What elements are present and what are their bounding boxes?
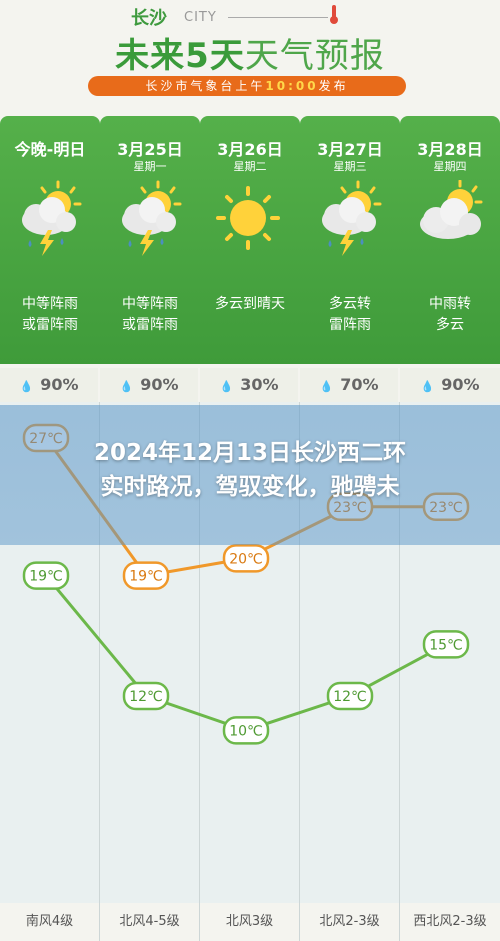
temperature-point-low: 12℃: [326, 681, 374, 711]
humidity-value: 90%: [441, 375, 480, 394]
wind-cell: 北风3级: [200, 903, 299, 941]
city-label: CITY: [184, 10, 217, 25]
sun-cloud-icon: [414, 179, 486, 264]
temperature-label: 10℃: [229, 723, 263, 739]
humidity-cell: 💧 90%: [400, 368, 500, 402]
temperature-point-low: 19℃: [22, 561, 70, 590]
column-divider: [299, 402, 300, 941]
temperature-point-low: 10℃: [222, 716, 270, 745]
wind-cell: 北风4-5级: [100, 903, 199, 941]
humidity-cell: 💧 30%: [200, 368, 298, 402]
thermometer-icon: [330, 5, 338, 24]
header: 长沙 CITY 未来5天天气预报 长沙市气象台上午10:00发布: [0, 0, 500, 115]
weather-desc: 中雨转 多云: [400, 294, 500, 336]
temperature-point-high: 20℃: [222, 544, 270, 573]
title-forecast: 天气预报: [244, 36, 385, 76]
publish-banner: 长沙市气象台上午10:00发布: [88, 76, 406, 96]
desc-line2: 多云: [436, 317, 464, 333]
humidity-cell: 💧 90%: [100, 368, 198, 402]
weekday: 星期三: [333, 160, 367, 173]
temperature-point-high: 19℃: [122, 561, 170, 590]
weekday: 星期二: [233, 160, 267, 173]
raindrop-icon: 💧: [119, 380, 135, 393]
day-card-1: 3月25日 星期一 中等阵雨或雷阵雨: [100, 116, 200, 364]
humidity-value: 90%: [140, 375, 179, 394]
temperature-label: 20℃: [229, 551, 263, 567]
wind-cell: 北风2-3级: [300, 903, 399, 941]
temperature-label: 19℃: [129, 569, 163, 585]
humidity-value: 90%: [40, 375, 79, 394]
sun-cloud-thunder-rain-icon: [14, 180, 86, 264]
headline-overlay: 2024年12月13日长沙西二环 实时路况，驾驭变化，驰骋未: [0, 405, 500, 545]
desc-line1: 中雨转: [429, 296, 471, 312]
weather-desc: 中等阵雨 或雷阵雨: [0, 294, 100, 336]
day-card-3: 3月27日 星期三 多云转雷阵雨: [300, 116, 400, 364]
temperature-label: 12℃: [333, 689, 367, 705]
desc-line1: 多云转: [329, 296, 371, 312]
day-card-2: 3月26日 星期二 多云到晴天: [200, 116, 300, 364]
title-forecast-days: 未来5天: [115, 36, 245, 76]
humidity-cell: 💧 70%: [300, 368, 398, 402]
day-name: 3月28日: [417, 140, 483, 159]
desc-line1: 多云到晴天: [215, 296, 285, 312]
temperature-point-low: 15℃: [422, 630, 470, 659]
day-name: 3月27日: [317, 140, 383, 159]
banner-time: 10:00: [265, 79, 319, 93]
day-card-0: 今晚-明日 中等阵雨或雷阵雨: [0, 116, 100, 364]
banner-suffix: 发布: [318, 79, 349, 93]
divider: [228, 17, 328, 18]
temperature-line-low: [44, 574, 447, 732]
page-title: 未来5天天气预报: [0, 28, 500, 77]
column-divider: [399, 402, 400, 941]
weather-desc: 多云转 雷阵雨: [300, 294, 400, 336]
day-name: 3月25日: [117, 140, 183, 159]
temperature-label: 15℃: [429, 637, 463, 653]
weather-desc: 多云到晴天: [200, 294, 300, 315]
temperature-label: 19℃: [29, 569, 63, 585]
raindrop-icon: 💧: [19, 380, 35, 393]
desc-line2: 或雷阵雨: [122, 317, 178, 333]
wind-cell: 西北风2-3级: [400, 903, 500, 941]
day-card-4: 3月28日 星期四 中雨转多云: [400, 116, 500, 364]
headline-line2: 实时路况，驾驭变化，驰骋未: [100, 474, 400, 500]
raindrop-icon: 💧: [319, 380, 335, 393]
day-name: 3月26日: [217, 140, 283, 159]
headline[interactable]: 2024年12月13日长沙西二环 实时路况，驾驭变化，驰骋未: [0, 436, 500, 504]
sun-cloud-thunder-rain-icon: [314, 180, 386, 264]
column-divider: [99, 402, 100, 941]
wind-cell: 南风4级: [0, 903, 99, 941]
banner-prefix: 长沙市气象台上午: [145, 79, 266, 93]
column-divider: [199, 402, 200, 941]
desc-line2: 雷阵雨: [329, 317, 371, 333]
humidity-cell: 💧 90%: [0, 368, 98, 402]
weather-desc: 中等阵雨 或雷阵雨: [100, 294, 200, 336]
humidity-value: 30%: [240, 375, 279, 394]
desc-line1: 中等阵雨: [122, 296, 178, 312]
temperature-point-low: 12℃: [122, 681, 170, 711]
weekday: 星期四: [433, 160, 467, 173]
sun-cloud-thunder-rain-icon: [114, 180, 186, 264]
humidity-value: 70%: [340, 375, 379, 394]
city-name: 长沙: [131, 8, 167, 29]
weekday: 星期一: [133, 160, 167, 173]
desc-line1: 中等阵雨: [22, 296, 78, 312]
temperature-label: 12℃: [129, 689, 163, 705]
raindrop-icon: 💧: [219, 380, 235, 393]
day-name: 今晚-明日: [14, 140, 86, 159]
sun-icon: [214, 180, 286, 264]
raindrop-icon: 💧: [420, 380, 436, 393]
headline-line1: 2024年12月13日长沙西二环: [93, 440, 407, 466]
desc-line2: 或雷阵雨: [22, 317, 78, 333]
